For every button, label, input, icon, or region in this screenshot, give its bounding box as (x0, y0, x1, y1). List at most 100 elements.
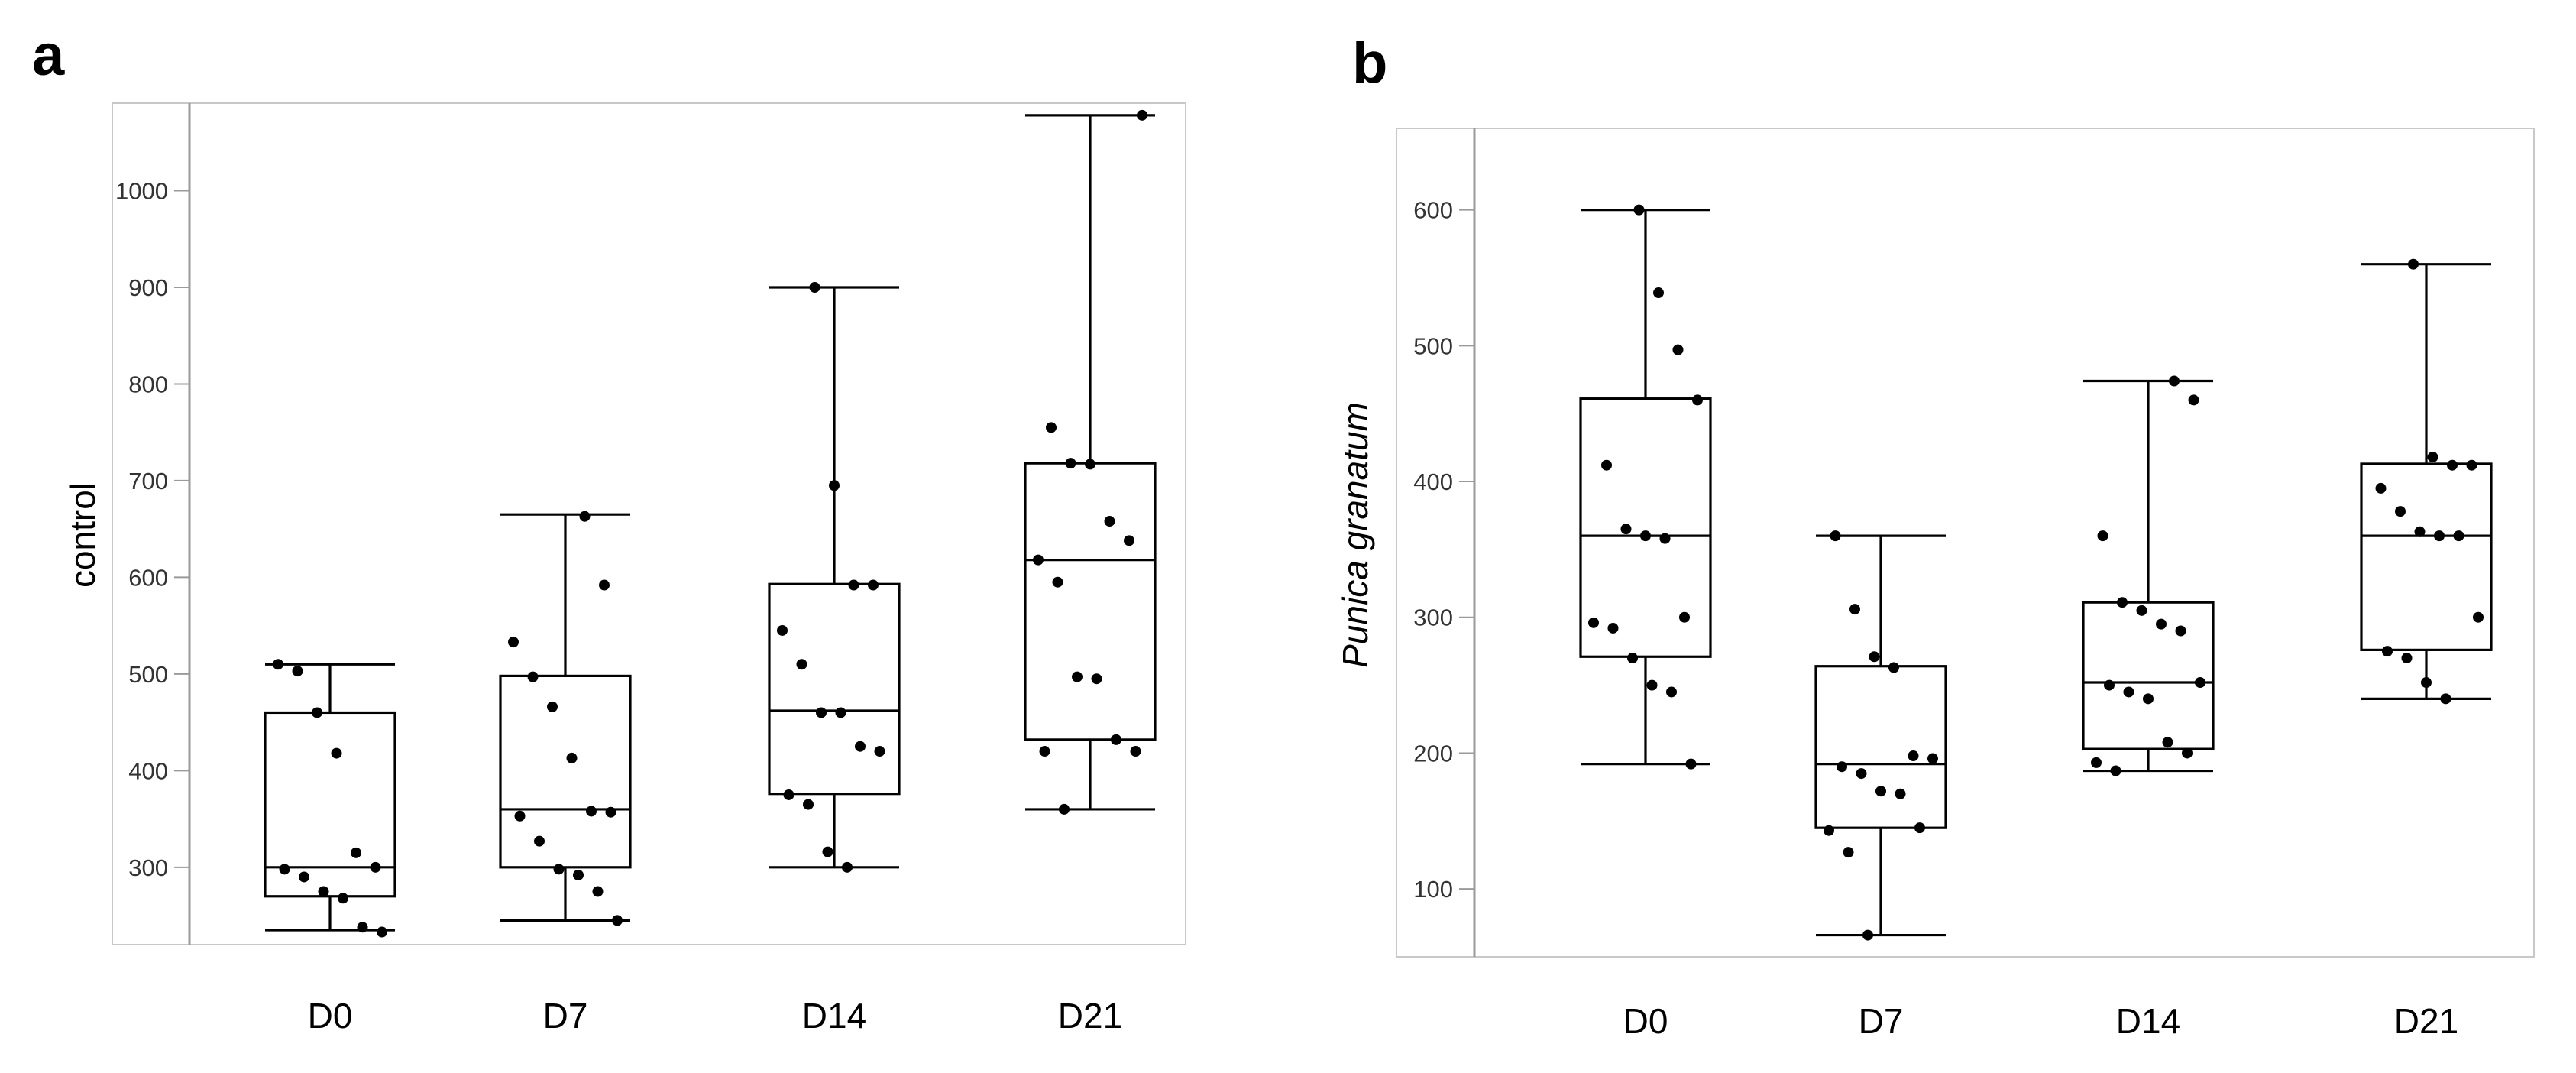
data-point (1046, 422, 1057, 433)
data-point (514, 810, 526, 822)
data-point (527, 671, 539, 682)
panel-a-frame (112, 102, 1186, 945)
data-point (2104, 679, 2115, 691)
data-point (2143, 693, 2154, 705)
data-point (586, 806, 597, 817)
box-D7 (1814, 530, 1947, 941)
data-point (2097, 530, 2108, 542)
data-point (357, 922, 368, 933)
y-tick-label: 900 (128, 274, 168, 301)
data-point (1627, 653, 1638, 664)
data-point (1111, 734, 1121, 745)
box-D21 (2360, 258, 2493, 705)
data-point (1091, 673, 1102, 685)
data-point (1856, 768, 1867, 780)
data-point (2375, 482, 2387, 494)
y-tick-label: 500 (1413, 332, 1453, 359)
data-point (1869, 651, 1880, 663)
iqr-box (2082, 601, 2215, 750)
data-point (2414, 526, 2426, 537)
data-point (534, 835, 545, 847)
data-point (1672, 344, 1684, 355)
data-point (1607, 622, 1619, 634)
data-point (2395, 506, 2406, 517)
data-point (566, 752, 578, 763)
data-point (1914, 822, 1925, 834)
iqr-box (499, 674, 632, 869)
data-point (2447, 459, 2458, 471)
box-D0 (1579, 204, 1712, 770)
data-point (1908, 750, 1919, 761)
data-point (2427, 452, 2438, 463)
data-point (1646, 679, 1658, 691)
data-point (1862, 929, 1873, 941)
iqr-box (768, 582, 901, 796)
data-point (1124, 535, 1134, 546)
data-point (1659, 533, 1671, 544)
data-point (822, 846, 833, 857)
data-point (2162, 737, 2173, 748)
data-point (377, 926, 387, 938)
data-point (279, 864, 290, 875)
y-tick-label: 300 (1413, 605, 1453, 631)
data-point (1072, 671, 1083, 682)
data-point (1653, 287, 1664, 299)
data-point (1033, 554, 1044, 566)
data-point (1824, 825, 1834, 836)
x-label-D14: D14 (802, 996, 866, 1036)
data-point (1843, 847, 1854, 858)
data-point (1633, 204, 1645, 216)
data-point (2156, 618, 2167, 630)
data-point (2117, 597, 2128, 608)
panel-a-boxes (264, 109, 1157, 938)
panel-b-frame (1396, 128, 2535, 958)
data-point (2473, 611, 2484, 623)
box-D14 (2082, 375, 2215, 776)
data-point (803, 799, 814, 810)
data-point (370, 861, 381, 873)
data-point (783, 789, 794, 800)
data-point (1104, 516, 1115, 527)
x-label-D0: D0 (308, 996, 353, 1036)
y-tick-label: 200 (1413, 740, 1453, 767)
data-point (1137, 109, 1147, 121)
data-point (1888, 662, 1899, 673)
y-tick-label: 400 (1413, 468, 1453, 495)
data-point (2188, 394, 2199, 406)
data-point (1927, 753, 1938, 764)
x-label-D7: D7 (1859, 1001, 1904, 1041)
panel-b-x-labels: D0 D7 D14 D21 (1623, 1001, 2459, 1041)
data-point (2110, 765, 2121, 776)
y-tick-label: 600 (128, 564, 168, 591)
panel-a-chart: a control 300 400 500 600 700 800 900 1000 D0 D7… (32, 23, 1186, 1036)
data-point (1875, 786, 1886, 797)
data-point (547, 701, 558, 712)
data-point (312, 707, 322, 718)
data-point (351, 847, 361, 858)
iqr-box (2360, 462, 2493, 651)
data-point (1640, 530, 1651, 542)
data-point (553, 864, 565, 875)
data-point (796, 659, 807, 670)
panel-a-y-axis-title: control (63, 482, 102, 588)
x-label-D7: D7 (543, 996, 588, 1036)
y-tick-label: 300 (128, 854, 168, 881)
data-point (1895, 788, 1906, 799)
data-point (2182, 747, 2193, 759)
data-point (573, 869, 584, 880)
data-point (2175, 625, 2186, 637)
panel-b-boxes (1579, 204, 2493, 941)
box-D21 (1024, 109, 1157, 815)
x-label-D0: D0 (1623, 1001, 1668, 1041)
data-point (299, 871, 309, 883)
data-point (1849, 604, 1860, 615)
panel-b-label: b (1352, 31, 1387, 96)
data-point (273, 659, 283, 670)
data-point (2408, 258, 2419, 270)
iqr-box (1814, 665, 1947, 829)
data-point (868, 579, 879, 591)
data-point (2136, 605, 2147, 616)
data-point (2401, 653, 2413, 664)
